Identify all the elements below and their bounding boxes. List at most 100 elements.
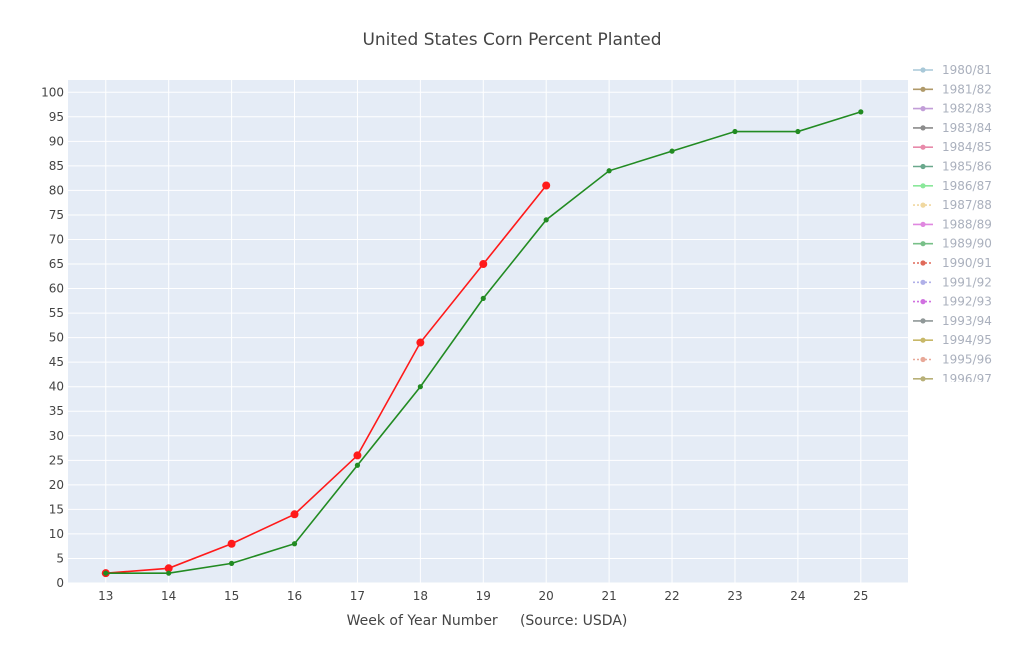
series-17 <box>101 181 551 578</box>
legend-swatch-marker <box>920 144 926 150</box>
legend-label: 1985/86 <box>942 160 992 174</box>
y-tick-label: 15 <box>49 502 64 516</box>
legend-item[interactable]: 1990/91 <box>913 256 992 270</box>
legend-item[interactable]: 1982/83 <box>913 102 992 116</box>
data-point[interactable] <box>227 539 236 548</box>
data-point[interactable] <box>228 560 235 566</box>
legend-label: 1996/97 <box>942 372 992 386</box>
y-tick-label: 20 <box>49 478 64 492</box>
legend-label: 1988/89 <box>942 217 992 231</box>
legend-item[interactable]: 1988/89 <box>913 217 992 231</box>
legend-label: 1993/94 <box>942 314 992 328</box>
data-point[interactable] <box>480 295 486 301</box>
data-point[interactable] <box>732 128 738 135</box>
data-point[interactable] <box>858 109 864 115</box>
y-axis-ticks: 0 5 10 15 20 25 30 35 40 45 50 55 60 65 70 75 80 85 90 95 10… <box>41 85 64 590</box>
data-point[interactable] <box>290 510 299 519</box>
data-point[interactable] <box>354 462 361 468</box>
legend-swatch-marker <box>920 125 926 131</box>
y-tick-label: 0 <box>56 576 64 590</box>
x-tick-label: 21 <box>601 589 616 603</box>
y-tick-label: 85 <box>49 159 64 173</box>
legend[interactable]: 1980/81 1981/82 1982/83 1983/84 1984/85 1985/… <box>913 63 992 386</box>
legend-item[interactable]: 1985/86 <box>913 160 992 174</box>
legend-item[interactable]: 1983/84 <box>913 121 992 135</box>
x-axis-ticks: 13 14 15 16 17 18 19 20 21 22 23 24 25 <box>98 589 868 603</box>
x-tick-label: 19 <box>476 589 491 603</box>
legend-label: 1984/85 <box>942 140 992 154</box>
legend-label: 1992/93 <box>942 295 992 309</box>
legend-label: 1987/88 <box>942 198 992 212</box>
data-point[interactable] <box>606 168 612 174</box>
legend-swatch-marker <box>920 86 926 92</box>
legend-item[interactable]: 1996/97 <box>913 372 992 386</box>
legend-swatch-marker <box>920 221 926 227</box>
x-tick-label: 25 <box>853 589 868 603</box>
y-tick-label: 50 <box>49 331 64 345</box>
legend-item[interactable]: 1980/81 <box>913 63 992 77</box>
legend-swatch-marker <box>920 376 926 382</box>
y-tick-label: 55 <box>49 306 64 320</box>
data-point[interactable] <box>417 384 423 390</box>
series-line <box>105 185 547 574</box>
x-tick-label: 18 <box>413 589 428 603</box>
series-layer <box>101 109 864 578</box>
x-tick-label: 14 <box>161 589 176 603</box>
legend-item[interactable]: 1984/85 <box>913 140 992 154</box>
x-tick-label: 15 <box>224 589 239 603</box>
data-point[interactable] <box>103 570 109 576</box>
legend-item[interactable]: 1995/96 <box>913 353 992 367</box>
y-tick-label: 80 <box>49 183 64 197</box>
chart-title: United States Corn Percent Planted <box>362 30 661 50</box>
legend-swatch-marker <box>920 318 926 324</box>
y-tick-label: 100 <box>41 85 64 99</box>
legend-item[interactable]: 1991/92 <box>913 275 992 289</box>
legend-label: 1983/84 <box>942 121 992 135</box>
data-point[interactable] <box>479 260 488 269</box>
x-tick-label: 17 <box>350 589 365 603</box>
data-point[interactable] <box>543 217 549 223</box>
legend-swatch-marker <box>920 67 926 73</box>
data-point[interactable] <box>166 570 172 576</box>
y-tick-label: 60 <box>49 282 64 296</box>
legend-swatch-marker <box>920 337 926 343</box>
series-18 <box>103 109 864 576</box>
data-point[interactable] <box>795 128 801 135</box>
legend-swatch-marker <box>920 183 926 189</box>
legend-item[interactable]: 1992/93 <box>913 295 992 309</box>
legend-swatch-marker <box>920 106 926 112</box>
legend-swatch-marker <box>920 241 926 247</box>
legend-label: 1982/83 <box>942 102 992 116</box>
y-tick-label: 90 <box>49 134 64 148</box>
legend-item[interactable]: 1987/88 <box>913 198 992 212</box>
x-tick-label: 13 <box>98 589 113 603</box>
plot-area[interactable] <box>68 80 908 583</box>
legend-item[interactable]: 1986/87 <box>913 179 992 193</box>
legend-label: 1990/91 <box>942 256 992 270</box>
legend-item[interactable]: 1994/95 <box>913 333 992 347</box>
legend-swatch-marker <box>920 356 926 363</box>
data-point[interactable] <box>291 541 298 547</box>
legend-label: 1989/90 <box>942 237 992 251</box>
legend-item[interactable]: 1989/90 <box>913 237 992 251</box>
data-point[interactable] <box>353 451 362 460</box>
y-tick-label: 75 <box>49 208 64 222</box>
y-tick-label: 95 <box>49 110 64 124</box>
data-point[interactable] <box>542 181 551 190</box>
legend-item[interactable]: 1993/94 <box>913 314 992 328</box>
data-point[interactable] <box>164 564 173 573</box>
legend-label: 1995/96 <box>942 353 992 367</box>
legend-swatch-marker <box>920 202 926 208</box>
x-tick-label: 22 <box>664 589 679 603</box>
legend-swatch-marker <box>920 163 926 170</box>
legend-item[interactable]: 1981/82 <box>913 82 992 96</box>
x-tick-label: 24 <box>790 589 805 603</box>
x-axis-title: Week of Year Number (Source: USDA) <box>347 613 628 629</box>
legend-label: 1980/81 <box>942 63 992 77</box>
y-tick-label: 30 <box>49 429 64 443</box>
y-tick-label: 10 <box>49 527 64 541</box>
data-point[interactable] <box>669 148 675 154</box>
legend-swatch-marker <box>920 260 926 266</box>
data-point[interactable] <box>416 338 425 347</box>
x-tick-label: 23 <box>727 589 742 603</box>
